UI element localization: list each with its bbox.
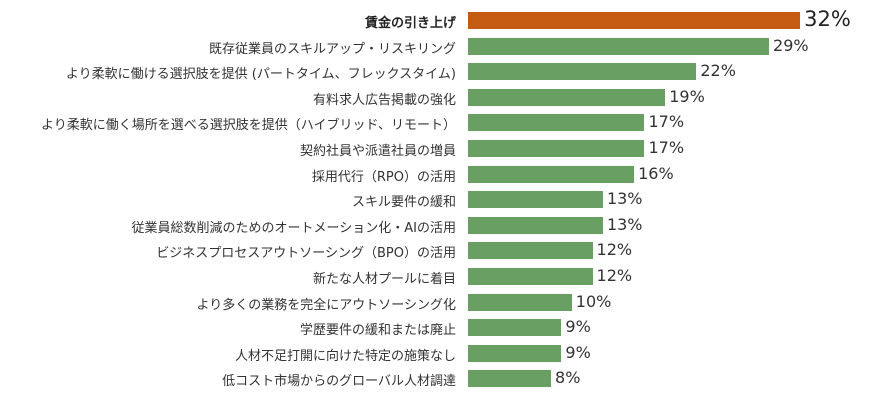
- bar: [468, 344, 562, 362]
- bar: [468, 140, 645, 157]
- value-label: 12%: [596, 266, 633, 285]
- category-label: 低コスト市場からのグローバル人材調達: [222, 374, 456, 390]
- value-label: 29%: [773, 35, 809, 55]
- value-label: 8%: [555, 368, 581, 388]
- value-label: 10%: [575, 291, 612, 311]
- category-label: より柔軟に働く場所を選べる選択肢を提供（ハイブリッド、リモート）: [41, 118, 456, 134]
- category-label: 有料求人広告掲載の強化: [312, 92, 456, 108]
- bar-row: 従業員総数削減のためのオートメーション化・AIの活用 13%: [0, 213, 872, 238]
- bar-row: 学歴要件の緩和または廃止 9%: [0, 315, 872, 340]
- bar: [468, 63, 697, 81]
- value-label: 13%: [606, 214, 643, 234]
- value-label: 17%: [648, 112, 685, 132]
- category-label: より柔軟に働ける選択肢を提供 (パートタイム、フレックスタイム): [65, 67, 456, 83]
- bar-row: 有料求人広告掲載の強化 19%: [0, 85, 872, 110]
- value-label: 12%: [596, 240, 633, 260]
- bar-row: より柔軟に働ける選択肢を提供 (パートタイム、フレックスタイム) 22%: [0, 59, 872, 84]
- bar-row: 賃金の引き上げ 32%: [0, 7, 872, 33]
- bar: [468, 242, 593, 260]
- bar: [468, 12, 801, 29]
- bar: [468, 293, 572, 311]
- bar: [468, 319, 562, 337]
- bar-row: 低コスト市場からのグローバル人材調達 8%: [0, 366, 872, 391]
- bar: [468, 191, 603, 209]
- value-label: 9%: [565, 342, 591, 362]
- bar-row: ビジネスプロセスアウトソーシング（BPO）の活用 12%: [0, 238, 872, 263]
- value-label: 22%: [700, 61, 736, 81]
- value-label: 13%: [606, 189, 643, 209]
- bar-row: 既存従業員のスキルアップ・リスキリング 29%: [0, 34, 872, 59]
- category-label: スキル要件の緩和: [351, 195, 456, 211]
- category-label: 人材不足打開に向けた特定の施策なし: [234, 348, 456, 364]
- bar: [468, 370, 552, 388]
- bar-row: 採用代行（RPO）の活用 16%: [0, 162, 872, 187]
- category-label: 賃金の引き上げ: [364, 16, 456, 31]
- category-label: 従業員総数削減のためのオートメーション化・AIの活用: [131, 220, 456, 236]
- bar: [468, 114, 645, 132]
- category-label: 契約社員や派遣社員の増員: [299, 144, 456, 159]
- value-label: 9%: [565, 317, 591, 337]
- value-label: 19%: [669, 86, 705, 106]
- value-label: 16%: [638, 163, 674, 183]
- bar: [468, 88, 666, 106]
- bar: [468, 37, 770, 55]
- bar: [468, 268, 593, 285]
- category-label: 採用代行（RPO）の活用: [311, 169, 456, 185]
- category-label: ビジネスプロセスアウトソーシング（BPO）の活用: [156, 246, 456, 262]
- category-label: より多くの業務を完全にアウトソーシング化: [196, 297, 456, 313]
- bar-row: 新たな人材プールに着目 12%: [0, 264, 872, 289]
- bar-row: 契約社員や派遣社員の増員 17%: [0, 136, 872, 161]
- bar-row: より多くの業務を完全にアウトソーシング化 10%: [0, 290, 872, 315]
- bar-row: より柔軟に働く場所を選べる選択肢を提供（ハイブリッド、リモート） 17%: [0, 110, 872, 135]
- category-label: 既存従業員のスキルアップ・リスキリング: [208, 41, 456, 57]
- category-label: 新たな人材プールに着目: [312, 272, 456, 287]
- bar-row: スキル要件の緩和 13%: [0, 187, 872, 212]
- bar: [468, 165, 635, 183]
- value-label: 32%: [804, 7, 851, 31]
- bar-row: 人材不足打開に向けた特定の施策なし 9%: [0, 341, 872, 366]
- category-label: 学歴要件の緩和または廃止: [299, 323, 456, 339]
- value-label: 17%: [648, 138, 685, 157]
- bar: [468, 216, 603, 234]
